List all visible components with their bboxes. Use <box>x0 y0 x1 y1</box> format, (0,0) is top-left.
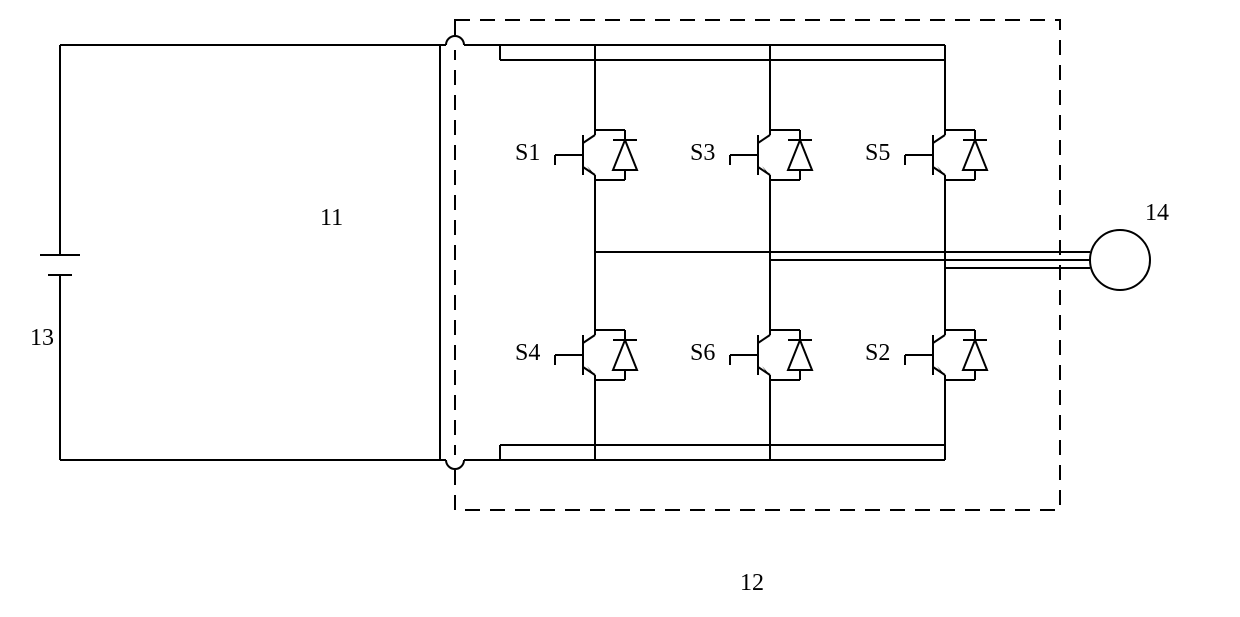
motor <box>1090 230 1150 290</box>
switch-s5 <box>905 110 987 200</box>
switch-s6 <box>730 310 812 400</box>
switch-s4 <box>555 310 637 400</box>
switch-s2 <box>905 310 987 400</box>
dc-source-label: 13 <box>30 325 54 351</box>
switch-s5-label: S5 <box>865 140 890 166</box>
dc-source: 13 <box>30 45 80 460</box>
motor-label: 14 <box>1145 200 1169 226</box>
switch-s1 <box>555 110 637 200</box>
switch-s1-label: S1 <box>515 140 540 166</box>
circuit-diagram: 13 11 12 S1 S4 S3 S6 S5 S2 14 <box>0 0 1240 617</box>
inverter-label: 12 <box>740 570 764 596</box>
switch-s3 <box>730 110 812 200</box>
switch-s4-label: S4 <box>515 340 540 366</box>
switch-s6-label: S6 <box>690 340 715 366</box>
capacitor-label: 11 <box>320 205 343 231</box>
switch-s2-label: S2 <box>865 340 890 366</box>
switch-s3-label: S3 <box>690 140 715 166</box>
inverter-box <box>455 20 1060 510</box>
